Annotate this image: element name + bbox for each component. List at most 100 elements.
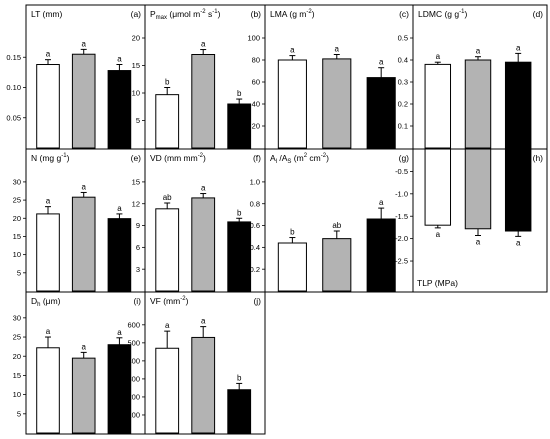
panel-ldmc: 0.1 0.2 0.3 0.4 0.5 a a a LDMC (g g-1) (d) — [398, 4, 548, 150]
y-tick-label: 100 — [127, 411, 140, 420]
panel-title: Dh (μm) — [31, 296, 61, 308]
y-tick-label: 15 — [13, 371, 21, 380]
bar-gray — [71, 53, 96, 149]
panel-pmax: 5 10 15 20 b a b Pmax (μmol m-2 s-1) (b) — [132, 4, 266, 150]
bar-gray — [322, 58, 352, 149]
bar-white — [36, 213, 60, 292]
y-tick-label: 15 — [132, 178, 140, 187]
significance-label: a — [81, 39, 86, 48]
panel-n: 5 10 15 20 25 30 a a a N (mg g-1) (e) — [13, 148, 146, 293]
significance-label: a — [436, 52, 441, 61]
significance-label: a — [436, 230, 441, 239]
significance-label: a — [379, 58, 384, 67]
significance-label: a — [516, 238, 521, 247]
y-tick-label: 20 — [132, 34, 140, 43]
panel-letter: (d) — [533, 9, 544, 19]
y-tick-label: 1.0 — [250, 178, 260, 187]
panel-letter: (a) — [131, 9, 142, 19]
y-tick-label: 0.05 — [6, 113, 21, 122]
panel-title: TLP (MPa) — [417, 278, 458, 288]
significance-label: a — [335, 45, 340, 54]
y-tick-label: 20 — [13, 352, 21, 361]
panel-frame — [144, 291, 266, 435]
y-tick-label: 5 — [17, 268, 21, 277]
bar-black — [227, 389, 252, 434]
y-tick-label: -1.5 — [395, 212, 408, 221]
y-tick-label: 15 — [132, 61, 140, 70]
significance-label: b — [237, 208, 242, 217]
y-tick-label: 25 — [13, 196, 21, 205]
panel-title: LT (mm) — [31, 9, 62, 19]
significance-label: a — [81, 182, 86, 191]
panel-letter: (j) — [253, 296, 261, 306]
panel-title: VD (mm mm-2) — [150, 153, 206, 163]
panel-lt: 0.05 0.10 0.15 a a a LT (mm) (a) — [6, 4, 146, 150]
y-tick-label: 0.8 — [250, 199, 260, 208]
significance-label: a — [117, 55, 122, 64]
significance-label: b — [237, 373, 242, 382]
significance-label: a — [46, 50, 51, 59]
bar-black — [227, 103, 252, 149]
y-tick-label: 20 — [13, 214, 21, 223]
y-tick-label: 9 — [136, 221, 140, 230]
y-tick-label: 0.3 — [398, 78, 408, 87]
y-tick-label: 100 — [247, 34, 260, 43]
panel-letter: (c) — [399, 9, 409, 19]
y-tick-label: 0.1 — [398, 122, 408, 131]
y-tick-label: 400 — [127, 356, 140, 365]
bar-gray — [191, 336, 216, 434]
significance-label: a — [476, 237, 481, 246]
y-tick-label: 0.10 — [6, 83, 21, 92]
y-tick-label: 15 — [13, 232, 21, 241]
y-tick-label: 5 — [17, 409, 21, 418]
y-tick-label: 0.6 — [250, 221, 260, 230]
significance-label: a — [46, 327, 51, 336]
panel-letter: (g) — [399, 153, 410, 163]
y-tick-label: -2.5 — [395, 257, 408, 266]
y-tick-label: 300 — [127, 375, 140, 384]
significance-label: b — [165, 78, 170, 87]
significance-label: a — [165, 321, 170, 330]
y-tick-label: 10 — [132, 89, 140, 98]
y-tick-label: 10 — [13, 250, 21, 259]
panel-dh: 5 10 15 20 25 30 a a a Dh (μm) (i) — [13, 291, 146, 435]
bar-black — [366, 218, 396, 292]
y-tick-label: 0.2 — [250, 265, 260, 274]
bar-gray — [71, 196, 96, 292]
bar-white — [424, 148, 452, 226]
panel-title: LMA (g m-2) — [270, 9, 315, 19]
y-tick-label: 600 — [127, 320, 140, 329]
bar-gray — [191, 54, 216, 149]
y-tick-label: 0.4 — [398, 56, 408, 65]
panel-lma: 20 40 60 80 100 a a a LMA (g m-2) (c) — [247, 4, 414, 150]
significance-label: b — [237, 89, 242, 98]
bar-gray — [322, 238, 352, 292]
significance-label: a — [46, 197, 51, 206]
y-tick-label: 80 — [252, 56, 260, 65]
panel-title: Al /AS (m2 cm-2) — [270, 153, 329, 165]
y-tick-label: 60 — [252, 78, 260, 87]
bar-gray — [71, 357, 96, 434]
significance-label: a — [81, 342, 86, 351]
y-tick-label: 0.5 — [398, 34, 408, 43]
bar-black — [107, 70, 132, 149]
panel-letter: (e) — [131, 153, 142, 163]
significance-label: a — [117, 328, 122, 337]
y-tick-label: 10 — [13, 390, 21, 399]
y-tick-label: 0.15 — [6, 53, 21, 62]
bar-white — [424, 63, 452, 149]
significance-label: ab — [332, 221, 341, 230]
y-tick-label: 30 — [13, 178, 21, 187]
panel-letter: (h) — [533, 153, 544, 163]
y-tick-label: 25 — [13, 333, 21, 342]
significance-label: ab — [163, 193, 172, 202]
panel-letter: (b) — [251, 9, 262, 19]
bar-black — [107, 218, 132, 292]
panel-letter: (f) — [253, 153, 261, 163]
significance-label: a — [516, 43, 521, 52]
y-tick-label: -2.0 — [395, 234, 408, 243]
panel-title: LDMC (g g-1) — [418, 9, 467, 19]
bar-white — [277, 59, 307, 149]
y-tick-label: 0.2 — [398, 100, 408, 109]
